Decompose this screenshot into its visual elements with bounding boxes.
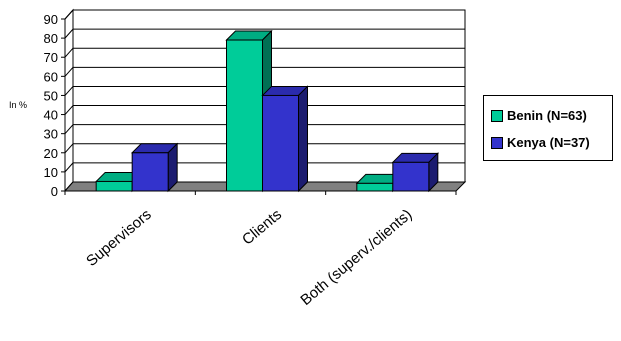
legend-swatch-benin [491,109,503,122]
y-tick-label: 60 [44,69,58,84]
y-tick-labels: 0 10 20 30 40 50 60 70 80 90 [44,12,58,199]
gridline-side [64,124,74,134]
bar-side [167,142,178,193]
category-label: Both (superv./clients) [297,206,415,309]
gridline-side [64,47,74,58]
category-labels: Supervisors Clients Both (superv./clients) [83,206,415,309]
y-tick-label: 80 [44,31,58,46]
gridline-side [64,162,74,173]
y-tick-label: 40 [44,108,58,123]
y-axis [61,18,457,195]
gridline-side [64,67,74,77]
gridline-side [64,143,74,154]
bars [94,29,440,193]
bar [226,39,263,192]
y-tick-label: 90 [44,12,58,27]
legend-label-benin: Benin (N=63) [507,108,587,123]
y-tick-label: 50 [44,88,58,103]
legend-swatch-kenya [491,136,503,149]
y-tick-label: 70 [44,50,58,65]
legend-item-benin: Benin (N=63) [491,108,587,123]
gridline-side [64,9,74,20]
bar-side [298,85,308,193]
bar [356,182,394,192]
bar [392,161,430,192]
bar [131,152,169,192]
y-unit-label: In % [9,100,27,110]
gridline-side [64,86,74,96]
legend-item-kenya: Kenya (N=37) [491,135,590,150]
legend-label-kenya: Kenya (N=37) [507,135,590,150]
bar [95,180,133,192]
y-tick-label: 0 [51,184,58,199]
y-tick-label: 30 [44,127,58,142]
gridline-side [64,105,74,115]
category-label: Clients [239,206,285,249]
y-tick-label: 20 [44,146,58,161]
y-tick-label: 10 [44,165,58,180]
category-label: Supervisors [83,206,155,270]
legend: Benin (N=63) Kenya (N=37) [483,95,613,161]
bar [262,94,299,192]
gridline-side [64,28,74,39]
